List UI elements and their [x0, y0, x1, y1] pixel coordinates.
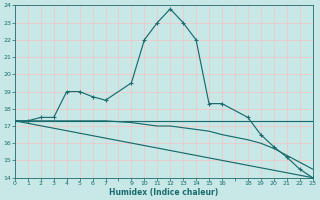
X-axis label: Humidex (Indice chaleur): Humidex (Indice chaleur) [109, 188, 218, 197]
